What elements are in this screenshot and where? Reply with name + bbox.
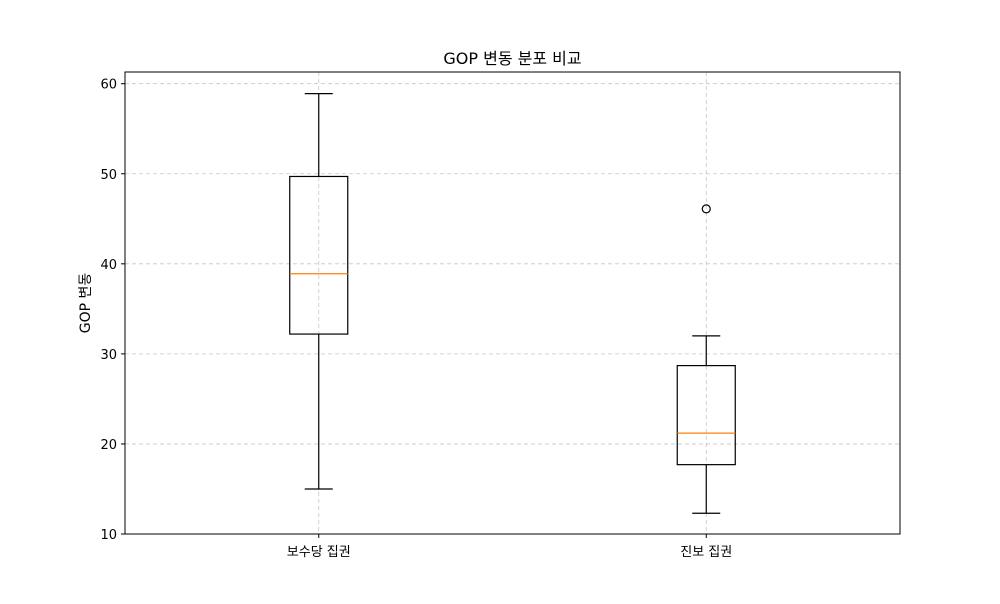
y-axis-label: GOP 변동 [78,273,94,334]
outlier-point [701,204,711,214]
y-tick-label: 40 [100,258,117,273]
y-tick-label: 30 [100,348,117,363]
plot-frame [124,71,901,535]
box-group [289,93,349,490]
y-tick-label: 50 [100,168,117,183]
box-body [676,364,736,466]
y-tick-label: 20 [100,438,117,453]
x-tick-label: 보수당 집권 [287,545,351,560]
box-body [289,175,349,335]
box-group [676,204,736,514]
box-layer [289,93,736,514]
plot-background [125,72,900,534]
chart-title: GOP 변동 분포 비교 [443,49,581,68]
x-tick-label: 진보 집권 [680,545,732,560]
y-tick-label: 60 [100,78,117,93]
axis-layer: 10 20 30 40 50 60 보수당 집권 진보 집권 [100,78,732,560]
y-tick-label: 10 [100,528,117,543]
